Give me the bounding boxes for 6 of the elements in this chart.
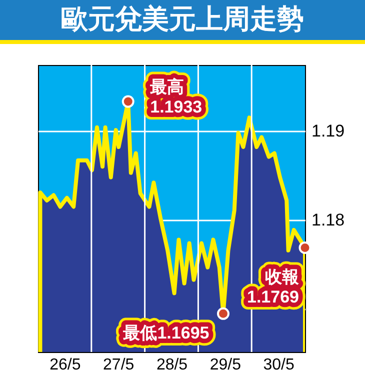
y-tick-label: 1.18 [312, 210, 345, 230]
x-tick-label: 29/5 [210, 356, 242, 374]
chart-title: 歐元兌美元上周走勢 [0, 0, 365, 44]
x-tick-label: 26/5 [50, 356, 81, 374]
y-tick-label: 1.19 [312, 121, 345, 140]
x-tick-label: 30/5 [263, 356, 294, 374]
